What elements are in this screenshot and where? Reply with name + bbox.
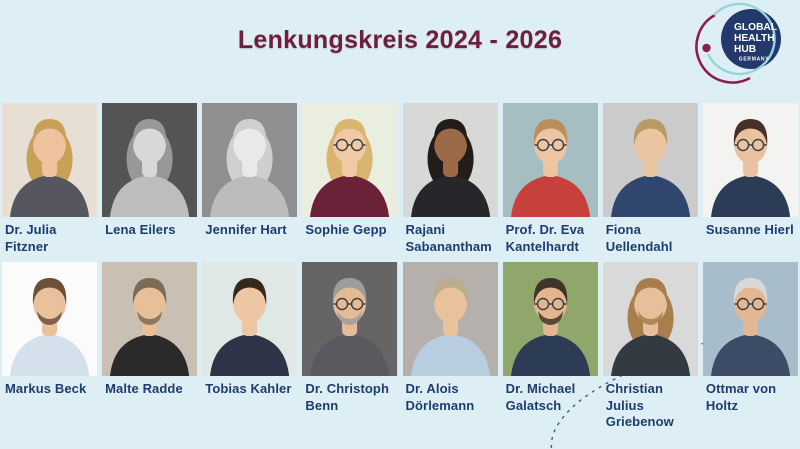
logo-teal-arc (706, 2, 776, 76)
logo-maroon-arc (695, 13, 751, 84)
member-card: Dr. Julia Fitzner (2, 103, 98, 255)
page-title: Lenkungskreis 2024 - 2026 (237, 26, 563, 54)
member-name: Tobias Kahler (205, 381, 292, 396)
member-name: Fiona Uellendahl (605, 222, 673, 254)
member-card: Lena Eilers (102, 103, 198, 255)
logo-text-global: GLOBAL (734, 22, 777, 33)
members-row-2: Markus Beck Malte Radde Tobias Kahler Dr. C… (0, 262, 800, 431)
member-photo (102, 103, 198, 217)
member-photo (2, 262, 98, 376)
member-photo (402, 103, 498, 217)
member-photo (502, 103, 598, 217)
member-photo (202, 262, 298, 376)
logo-navy-circle (721, 9, 781, 69)
member-photo (702, 262, 798, 376)
member-card: Christian Julius Griebenow (602, 262, 698, 431)
member-name: Lena Eilers (105, 222, 176, 237)
member-name: Ottmar von Holtz (705, 381, 777, 413)
member-card: Malte Radde (102, 262, 198, 431)
member-card: Markus Beck (2, 262, 98, 431)
member-card: Fiona Uellendahl (602, 103, 698, 255)
member-photo (502, 262, 598, 376)
member-name: Sophie Gepp (305, 222, 387, 237)
member-card: Ottmar von Holtz (702, 262, 798, 431)
member-name: Markus Beck (5, 381, 87, 396)
member-card: Sophie Gepp (302, 103, 398, 255)
member-photo (102, 262, 198, 376)
member-name: Susanne Hierl (705, 222, 794, 237)
member-name: Dr. Alois Dörlemann (405, 381, 475, 413)
member-name: Christian Julius Griebenow (605, 381, 674, 430)
member-photo (702, 103, 798, 217)
member-name: Dr. Michael Galatsch (505, 381, 576, 413)
member-card: Jennifer Hart (202, 103, 298, 255)
logo-text-hub: HUB (734, 44, 756, 55)
member-name: Rajani Sabanantham (405, 222, 492, 254)
member-photo (302, 103, 398, 217)
global-health-hub-logo: GLOBAL HEALTH HUB GERMANY (695, 2, 781, 84)
member-photo (402, 262, 498, 376)
logo-maroon-dot (702, 43, 711, 53)
member-photo (202, 103, 298, 217)
member-card: Tobias Kahler (202, 262, 298, 431)
members-row-1: Dr. Julia Fitzner Lena Eilers Jennifer Har… (0, 103, 800, 255)
member-card: Susanne Hierl (702, 103, 798, 255)
logo-text-health: HEALTH (734, 33, 775, 44)
member-card: Dr. Michael Galatsch (502, 262, 598, 431)
member-photo (602, 262, 698, 376)
member-name: Jennifer Hart (205, 222, 287, 237)
member-photo (2, 103, 98, 217)
logo-text-germany: GERMANY (739, 57, 769, 63)
member-card: Prof. Dr. Eva Kantelhardt (502, 103, 598, 255)
member-card: Dr. Christoph Benn (302, 262, 398, 431)
member-photo (302, 262, 398, 376)
member-card: Dr. Alois Dörlemann (402, 262, 498, 431)
member-name: Prof. Dr. Eva Kantelhardt (505, 222, 585, 254)
member-photo (602, 103, 698, 217)
member-card: Rajani Sabanantham (402, 103, 498, 255)
member-name: Dr. Christoph Benn (305, 381, 390, 413)
member-name: Malte Radde (105, 381, 183, 396)
member-name: Dr. Julia Fitzner (5, 222, 57, 254)
